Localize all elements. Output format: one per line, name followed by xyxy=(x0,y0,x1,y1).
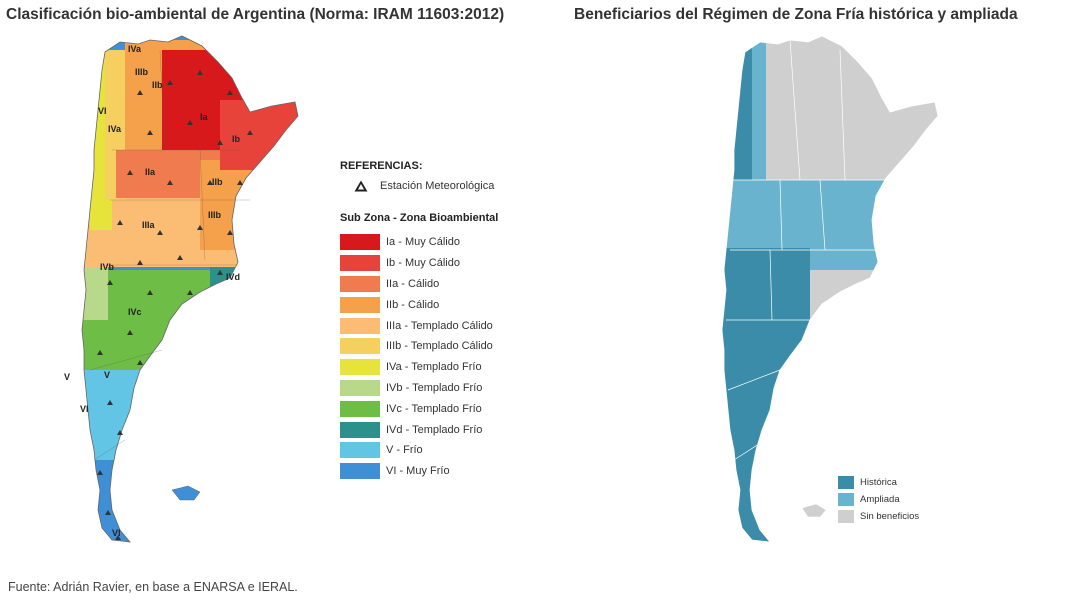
legend-item-iiib: IIIb - Templado Cálido xyxy=(340,336,540,357)
province-borders-right xyxy=(726,39,890,461)
legend-label-historica: Histórica xyxy=(860,477,897,488)
argentina-outline xyxy=(81,35,299,543)
label-vi-north: VI xyxy=(98,106,107,116)
legend-label-v: V - Frío xyxy=(386,444,423,457)
zone-ivd-area xyxy=(210,266,298,296)
label-iib-north: IIb xyxy=(152,80,163,90)
legend-item-ampliada: Ampliada xyxy=(838,491,919,508)
legend-item-vi: VI - Muy Frío xyxy=(340,461,540,482)
legend-item-ivb: IVb - Templado Frío xyxy=(340,378,540,399)
station-legend: Estación Meteorológica xyxy=(340,180,540,192)
label-vi-south: VI xyxy=(112,528,121,538)
station-label: Estación Meteorológica xyxy=(380,180,495,192)
legend-item-ivc: IVc - Templado Frío xyxy=(340,398,540,419)
swatch-v xyxy=(340,442,380,459)
legend-label-iia: IIa - Cálido xyxy=(386,277,440,290)
swatch-ia xyxy=(340,234,380,251)
label-iiia: IIIa xyxy=(142,220,156,230)
label-iia: IIa xyxy=(145,167,156,177)
legend-label-ia: Ia - Muy Cálido xyxy=(386,236,460,249)
bioenvironmental-zones-map: IVa IIIb IIb Ia Ib IVa IIa IIb IIIb IIIa… xyxy=(64,35,299,543)
label-iva: IVa xyxy=(108,124,122,134)
label-ivb: IVb xyxy=(100,262,115,272)
legend-item-iva: IVa - Templado Frío xyxy=(340,357,540,378)
swatch-ivc xyxy=(340,400,380,417)
legend-item-iia: IIa - Cálido xyxy=(340,274,540,295)
swatch-vi xyxy=(340,463,380,480)
label-v: V xyxy=(104,370,110,380)
swatch-ib xyxy=(340,255,380,272)
historic-patagonia-area xyxy=(722,248,810,542)
subzone-title: Sub Zona - Zona Bioambiental xyxy=(340,212,499,224)
legend-label-sin-beneficios: Sin beneficios xyxy=(860,511,920,522)
legend-item-ia: Ia - Muy Cálido xyxy=(340,232,540,253)
malvinas-islands-right xyxy=(801,503,827,518)
cold-zone-beneficiaries-map xyxy=(721,35,939,543)
legend-item-iiia: IIIa - Templado Cálido xyxy=(340,315,540,336)
station-markers xyxy=(97,70,253,540)
label-vi: VI xyxy=(80,404,89,414)
swatch-ivb xyxy=(340,379,380,396)
source-note: Fuente: Adrián Ravier, en base a ENARSA … xyxy=(8,580,298,594)
legend-label-ivd: IVd - Templado Frío xyxy=(386,423,483,436)
label-iva-north: IVa xyxy=(128,44,142,54)
malvinas-islands xyxy=(171,485,201,501)
label-iib: IIb xyxy=(212,177,223,187)
left-map-title: Clasificación bio-ambiental de Argentina… xyxy=(6,6,505,23)
legend-label-iib: IIb - Cálido xyxy=(386,298,440,311)
label-v-left: V xyxy=(64,372,70,382)
legend-item-iib: IIb - Cálido xyxy=(340,294,540,315)
legend-item-v: V - Frío xyxy=(340,440,540,461)
zone-v-area xyxy=(82,370,298,460)
label-ia: Ia xyxy=(200,112,209,122)
swatch-historica xyxy=(838,476,854,489)
station-triangle-icon xyxy=(350,180,372,192)
zones-legend: REFERENCIAS: Estación Meteorológica Sub … xyxy=(340,160,540,482)
right-map-title: Beneficiarios del Régimen de Zona Fría h… xyxy=(574,6,1018,23)
label-iiib-north: IIIb xyxy=(135,67,149,77)
swatch-sin-beneficios xyxy=(838,510,854,523)
label-ivd: IVd xyxy=(226,272,240,282)
legend-label-iva: IVa - Templado Frío xyxy=(386,361,482,374)
legend-item-ib: Ib - Muy Cálido xyxy=(340,253,540,274)
historic-puna-area xyxy=(722,36,752,180)
province-borders xyxy=(89,49,250,461)
legend-item-sin-beneficios: Sin beneficios xyxy=(838,508,919,525)
references-title: REFERENCIAS: xyxy=(340,160,423,172)
zone-legend-list: Ia - Muy Cálido Ib - Muy Cálido IIa - Cá… xyxy=(340,232,540,482)
benefits-legend: Histórica Ampliada Sin beneficios xyxy=(838,474,919,525)
legend-label-iiib: IIIb - Templado Cálido xyxy=(386,340,493,353)
swatch-iib xyxy=(340,296,380,313)
label-iiib: IIIb xyxy=(208,210,222,220)
label-ivc: IVc xyxy=(128,307,142,317)
legend-label-vi: VI - Muy Frío xyxy=(386,465,450,478)
swatch-iia xyxy=(340,275,380,292)
extended-andes-area xyxy=(722,36,766,230)
legend-label-iiia: IIIa - Templado Cálido xyxy=(386,319,493,332)
argentina-outline-right xyxy=(721,35,939,543)
zone-iib-area xyxy=(200,160,298,250)
legend-label-ampliada: Ampliada xyxy=(860,494,900,505)
swatch-ivd xyxy=(340,421,380,438)
swatch-iiia xyxy=(340,317,380,334)
swatch-iva xyxy=(340,359,380,376)
legend-label-ivc: IVc - Templado Frío xyxy=(386,402,482,415)
legend-item-ivd: IVd - Templado Frío xyxy=(340,419,540,440)
label-ib: Ib xyxy=(232,134,241,144)
legend-label-ib: Ib - Muy Cálido xyxy=(386,257,460,270)
swatch-iiib xyxy=(340,338,380,355)
legend-label-ivb: IVb - Templado Frío xyxy=(386,381,483,394)
swatch-ampliada xyxy=(838,493,854,506)
legend-item-historica: Histórica xyxy=(838,474,919,491)
